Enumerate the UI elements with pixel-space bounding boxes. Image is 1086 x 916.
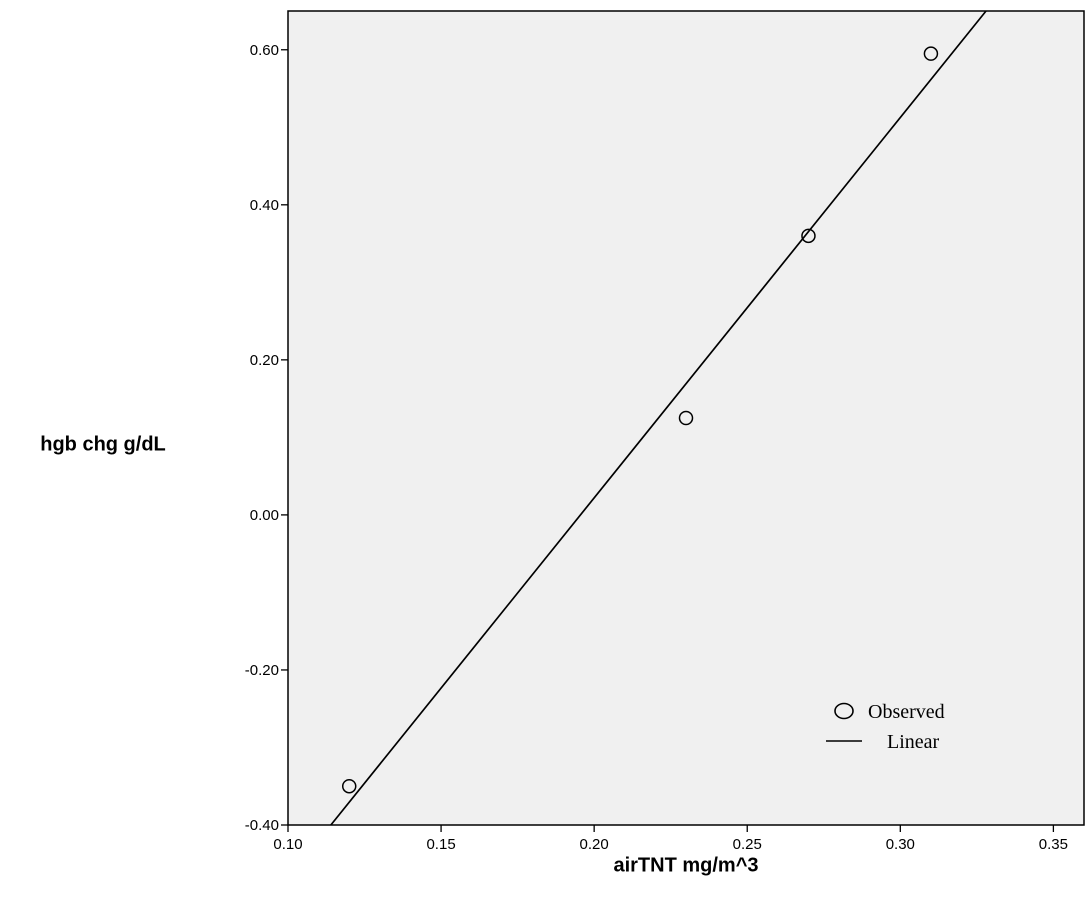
y-tick-label: 0.00: [250, 507, 279, 524]
observed-point: [801, 228, 816, 244]
linear-fit-line: [330, 10, 987, 826]
x-axis-title: airTNT mg/m^3: [613, 854, 758, 876]
y-axis-ticks: -0.40 -0.20 0.00 0.20 0.40 0.60: [245, 42, 288, 834]
x-tick-label: 0.25: [733, 836, 762, 853]
y-tick-label: 0.40: [250, 197, 279, 214]
series-layer: [330, 10, 987, 826]
x-tick-label: 0.10: [273, 836, 302, 853]
y-tick-label: 0.60: [250, 42, 279, 59]
x-tick-label: 0.35: [1039, 836, 1068, 853]
x-tick-label: 0.15: [426, 836, 455, 853]
y-tick-label: -0.20: [245, 662, 279, 679]
y-tick-label: 0.20: [250, 352, 279, 369]
observed-point: [341, 778, 357, 794]
x-tick-label: 0.20: [580, 836, 609, 853]
legend: Observed Linear: [826, 701, 945, 753]
x-tick-label: 0.30: [886, 836, 915, 853]
plot-area: [287, 10, 1085, 826]
legend-observed-symbol: [834, 702, 854, 720]
y-tick-label: -0.40: [245, 817, 279, 834]
observed-point: [678, 410, 694, 426]
y-axis-title: hgb chg g/dL: [40, 433, 166, 455]
legend-observed-label: Observed: [868, 701, 945, 723]
legend-linear-label: Linear: [887, 731, 940, 753]
observed-point: [923, 46, 939, 61]
x-axis-ticks: 0.10 0.15 0.20 0.25 0.30 0.35: [273, 825, 1068, 853]
